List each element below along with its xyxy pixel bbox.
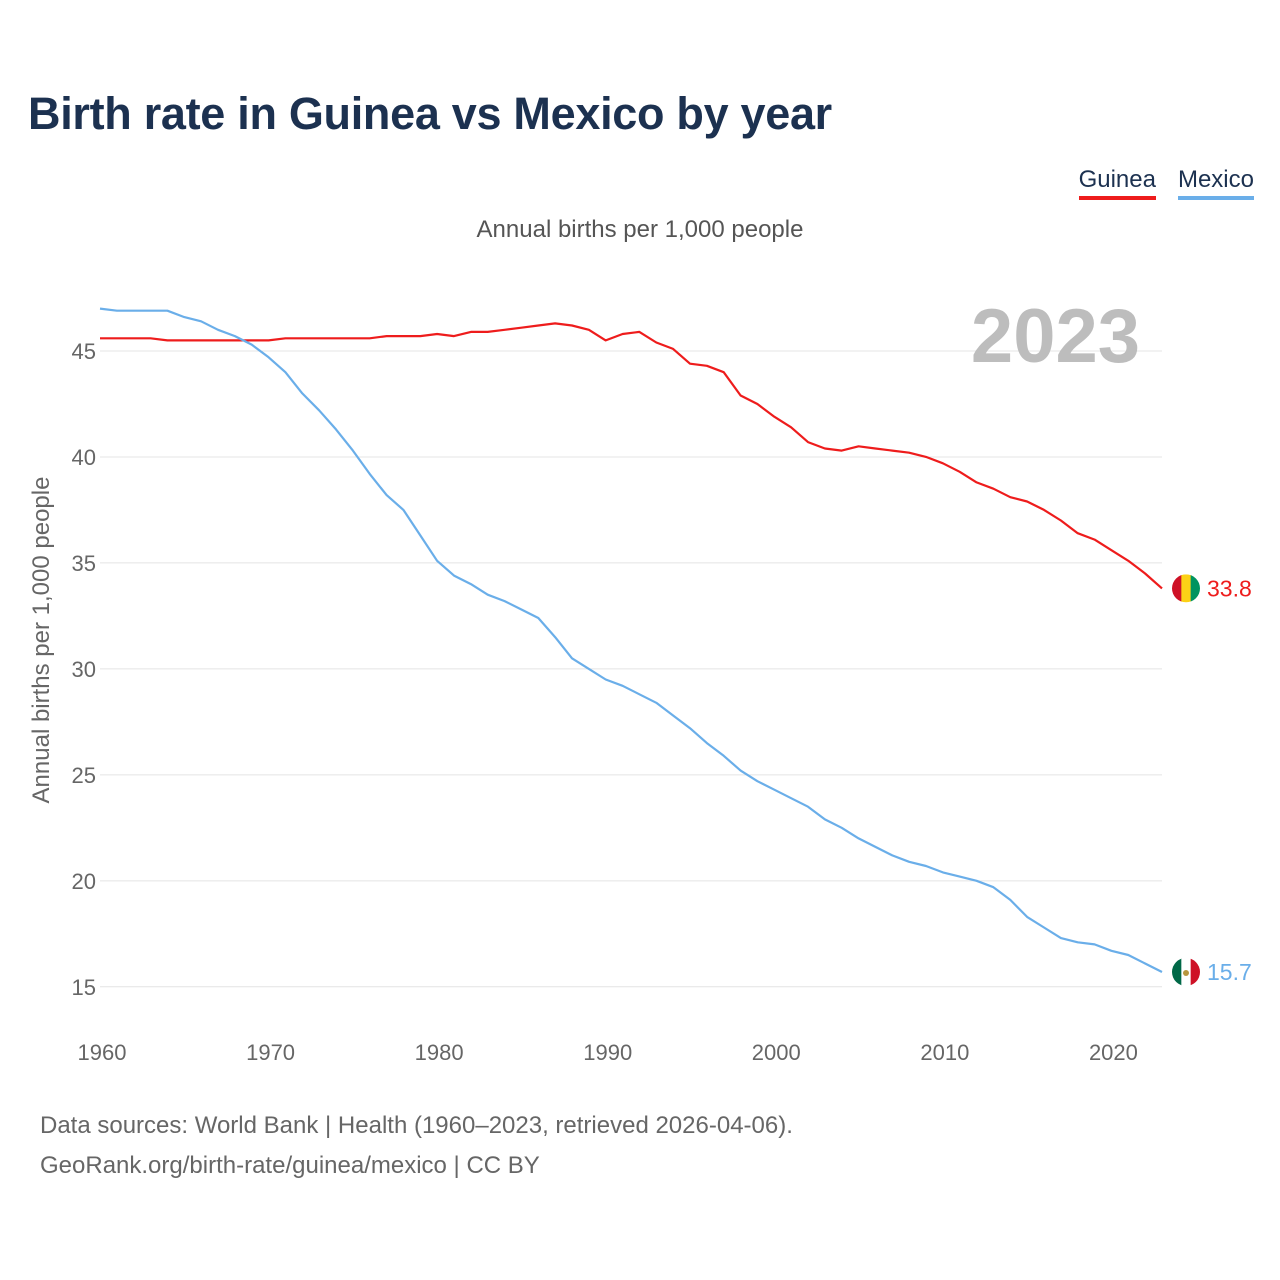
flag-icon-guinea [1172, 574, 1200, 603]
footer-source: Data sources: World Bank | Health (1960–… [40, 1112, 793, 1139]
y-tick-25: 25 [72, 763, 96, 788]
flag-icon-mexico [1172, 957, 1200, 986]
x-tick-2020: 2020 [1089, 1040, 1138, 1065]
legend-item-mexico[interactable]: Mexico [1177, 166, 1254, 200]
x-tick-1970: 1970 [246, 1040, 295, 1065]
current-year-label: 2023 [971, 294, 1140, 379]
footer: Data sources: World Bank | Health (1960–… [40, 1106, 793, 1186]
x-tick-1990: 1990 [583, 1040, 632, 1065]
y-tick-15: 15 [72, 975, 96, 1000]
chart-title: Birth rate in Guinea vs Mexico by year [28, 88, 832, 139]
y-tick-20: 20 [72, 869, 96, 894]
footer-url[interactable]: GeoRank.org/birth-rate/guinea/mexico | C… [40, 1152, 540, 1179]
legend-item-guinea[interactable]: Guinea [1078, 166, 1156, 200]
x-tick-1980: 1980 [415, 1040, 464, 1065]
series-line-guinea [100, 322, 1163, 590]
x-tick-1960: 1960 [78, 1040, 127, 1065]
x-tick-2010: 2010 [920, 1040, 969, 1065]
y-tick-35: 35 [72, 551, 96, 576]
y-tick-40: 40 [72, 445, 96, 470]
legend: Guinea Mexico [1078, 166, 1254, 200]
end-label-guinea: 33.8 [1207, 575, 1252, 601]
series-line-mexico [99, 307, 1163, 973]
end-label-mexico: 15.7 [1207, 959, 1252, 985]
y-tick-30: 30 [72, 657, 96, 682]
x-tick-2000: 2000 [752, 1040, 801, 1065]
chart-subtitle: Annual births per 1,000 people [476, 216, 804, 243]
y-tick-45: 45 [72, 339, 96, 364]
